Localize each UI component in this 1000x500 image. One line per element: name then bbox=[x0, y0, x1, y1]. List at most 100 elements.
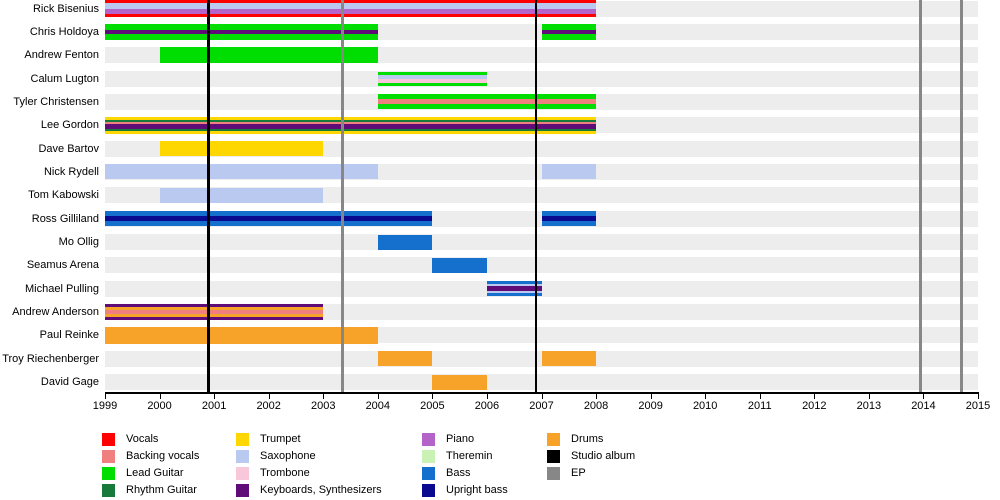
bar-stripe-trumpet bbox=[105, 130, 597, 134]
legend-swatch-keyboards bbox=[236, 484, 249, 497]
bar-stripe-piano bbox=[105, 9, 597, 14]
member-label: Lee Gordon bbox=[40, 119, 99, 132]
bar-stripe-drums bbox=[541, 351, 597, 367]
legend-swatch-bass bbox=[422, 467, 435, 480]
bar-stripe-bass bbox=[432, 257, 487, 273]
legend-label: Studio album bbox=[571, 450, 636, 462]
year-tick bbox=[432, 394, 434, 399]
member-label: Mo Ollig bbox=[58, 236, 99, 248]
year-label: 2006 bbox=[474, 400, 500, 412]
year-label: 2009 bbox=[638, 400, 663, 412]
bar-stripe-saxophone bbox=[486, 291, 542, 294]
bar-stripe-keyboards bbox=[105, 123, 597, 129]
bar-stripe-bass bbox=[541, 221, 597, 227]
year-label: 2011 bbox=[747, 400, 772, 412]
legend-swatch-studio_album bbox=[547, 450, 560, 463]
bar-stripe-bass bbox=[541, 211, 597, 217]
year-label: 2012 bbox=[802, 400, 827, 412]
bar-stripe-bass bbox=[105, 221, 433, 227]
legend-label: Lead Guitar bbox=[126, 467, 184, 479]
member-track bbox=[105, 257, 978, 274]
legend-swatch-lead_guitar bbox=[102, 467, 115, 480]
year-label: 2002 bbox=[256, 400, 281, 412]
bar-segment bbox=[377, 71, 487, 86]
studio-album-line bbox=[207, 0, 210, 392]
bar-stripe-lead_guitar bbox=[541, 33, 597, 40]
bar-stripe-saxophone bbox=[105, 3, 597, 9]
bar-segment bbox=[159, 187, 324, 203]
bar-segment bbox=[105, 164, 378, 180]
legend-swatch-ep bbox=[547, 467, 560, 480]
ep-line bbox=[919, 0, 923, 392]
member-label: Troy Riechenberger bbox=[2, 352, 99, 365]
bar-stripe-keyboards bbox=[105, 29, 378, 34]
member-label: Michael Pulling bbox=[25, 282, 99, 295]
bar-segment bbox=[377, 94, 597, 110]
bar-stripe-backing_vocals bbox=[105, 121, 597, 124]
year-tick bbox=[541, 394, 543, 399]
legend-swatch-vocals bbox=[102, 433, 115, 446]
bar-stripe-vocals bbox=[105, 0, 597, 3]
year-tick bbox=[596, 394, 598, 399]
bar-stripe-saxophone bbox=[486, 284, 542, 287]
member-label: David Gage bbox=[40, 376, 99, 389]
member-label: Rick Bisenius bbox=[32, 2, 99, 15]
legend-label: Vocals bbox=[126, 433, 159, 445]
member-track bbox=[105, 234, 978, 250]
year-label: 2007 bbox=[529, 400, 554, 412]
legend-label: Saxophone bbox=[260, 450, 316, 462]
member-label: Calum Lugton bbox=[30, 72, 100, 85]
bar-stripe-upright_bass bbox=[541, 216, 597, 222]
legend-label: Backing vocals bbox=[126, 450, 200, 462]
bar-segment bbox=[105, 304, 324, 321]
bar-stripe-drums bbox=[105, 307, 324, 311]
bar-stripe-drums bbox=[105, 314, 324, 318]
bar-segment bbox=[105, 23, 378, 40]
bar-stripe-lead_guitar bbox=[105, 23, 378, 30]
legend-swatch-upright_bass bbox=[422, 484, 435, 497]
bar-stripe-keyboards bbox=[486, 286, 542, 292]
year-label: 2000 bbox=[147, 400, 172, 412]
legend-swatch-theremin bbox=[422, 450, 435, 463]
bar-stripe-lead_guitar bbox=[105, 33, 378, 40]
bar-stripe-bass bbox=[105, 211, 433, 217]
year-label: 2004 bbox=[365, 400, 391, 412]
bar-stripe-backing_vocals bbox=[105, 310, 324, 315]
member-label: Ross Gilliland bbox=[31, 212, 99, 225]
bar-stripe-keyboards bbox=[105, 304, 324, 308]
year-tick bbox=[759, 394, 761, 399]
bar-stripe-keyboards bbox=[105, 317, 324, 321]
member-label: Nick Rydell bbox=[43, 165, 99, 178]
legend-label: Piano bbox=[446, 433, 475, 445]
member-label: Dave Bartov bbox=[38, 142, 99, 155]
bar-stripe-trumpet bbox=[159, 141, 324, 157]
legend-label: Bass bbox=[446, 467, 471, 479]
studio-album-line bbox=[534, 0, 538, 392]
year-label: 2001 bbox=[201, 400, 227, 412]
member-label: Seamus Arena bbox=[26, 259, 99, 272]
year-tick bbox=[105, 394, 106, 399]
bar-stripe-trombone bbox=[377, 78, 487, 83]
member-label: Chris Holdoya bbox=[29, 25, 99, 38]
member-track bbox=[105, 280, 978, 297]
bar-stripe-saxophone bbox=[105, 164, 378, 180]
legend-label: EP bbox=[571, 467, 586, 479]
member-label: Tom Kabowski bbox=[28, 189, 99, 202]
bar-stripe-keyboards bbox=[541, 29, 597, 34]
legend-label: Theremin bbox=[446, 450, 493, 462]
bar-stripe-drums bbox=[432, 374, 487, 390]
bar-stripe-vocals bbox=[105, 14, 597, 17]
legend-swatch-rhythm_guitar bbox=[102, 484, 115, 497]
bar-stripe-saxophone bbox=[541, 164, 597, 180]
legend-swatch-piano bbox=[422, 433, 435, 446]
legend-swatch-backing_vocals bbox=[102, 450, 115, 463]
bar-stripe-bass bbox=[486, 281, 542, 285]
bar-segment bbox=[541, 23, 597, 40]
bar-stripe-bass bbox=[377, 234, 433, 250]
ep-line bbox=[960, 0, 964, 392]
member-label: Tyler Christensen bbox=[13, 95, 99, 108]
bar-stripe-lead_guitar bbox=[159, 47, 378, 64]
bar-segment bbox=[541, 164, 597, 180]
year-label: 2010 bbox=[692, 400, 718, 412]
legend-swatch-trombone bbox=[236, 467, 249, 480]
